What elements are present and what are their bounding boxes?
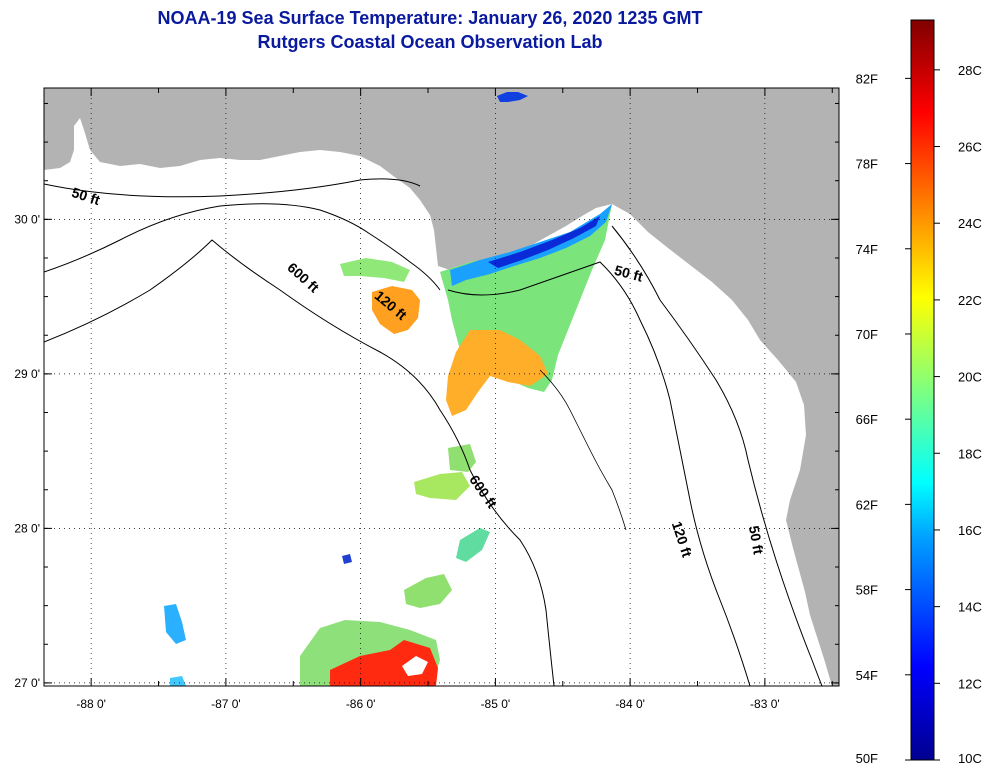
colorbar-c-label: 26C (958, 140, 982, 155)
lon-tick-label: -84 0' (615, 697, 645, 711)
colorbar-c-label: 12C (958, 676, 982, 691)
lon-tick-label: -87 0' (211, 697, 241, 711)
colorbar-c-label: 28C (958, 63, 982, 78)
land-mass (44, 88, 839, 686)
sst-patch-600 (414, 472, 470, 500)
lon-tick-label: -88 0' (76, 697, 106, 711)
colorbar-f-label: 50F (856, 751, 878, 766)
lat-tick-label: 28 0' (14, 521, 40, 535)
map-title: NOAA-19 Sea Surface Temperature: January… (157, 8, 703, 28)
lat-tick-label: 27 0' (14, 676, 40, 690)
colorbar-c-label: 18C (958, 446, 982, 461)
colorbar-c-label: 24C (958, 216, 982, 231)
contour-50ft-west (44, 178, 421, 198)
contour-120ft-east (447, 261, 751, 686)
bay (70, 168, 170, 186)
colorbar-f-label: 74F (856, 242, 878, 257)
sst-patch-warm-core (446, 330, 548, 416)
map-frame (43, 87, 840, 687)
contour-600ft (44, 239, 555, 686)
map-subtitle: Rutgers Coastal Ocean Observation Lab (257, 32, 603, 52)
contour-label: 50 ft (613, 262, 645, 285)
colorbar-f-label: 58F (856, 583, 878, 598)
colorbar-f-label: 62F (856, 497, 878, 512)
colorbar-c-label: 20C (958, 370, 982, 385)
colorbar-ramp (910, 19, 935, 761)
sst-patch-coastal-cool (450, 204, 612, 286)
colorbar-f-label: 82F (856, 71, 878, 86)
colorbar-f-label: 78F (856, 157, 878, 172)
sst-patch-south-hole (402, 656, 428, 676)
colorbar-c-label: 22C (958, 293, 982, 308)
contour-label: 50 ft (746, 524, 767, 555)
colorbar-f-label: 70F (856, 327, 878, 342)
lat-tick-label: 30 0' (14, 212, 40, 226)
colorbar-celsius-labels: 28C 26C 24C 22C 20C 18C 16C 14C 12C 10C (934, 63, 982, 766)
sst-patch-south-strip (456, 528, 490, 562)
contour-50ft-east (611, 225, 823, 686)
lon-tick-label: -83 0' (750, 697, 780, 711)
lon-tick-label: -85 0' (481, 697, 511, 711)
colorbar-c-label: 14C (958, 600, 982, 615)
sst-patch-sw2 (170, 676, 186, 686)
lake-patch (497, 92, 528, 102)
colorbar: 82F 78F 74F 70F 66F 62F 58F 54F 50F 28C 26C 24C 22C… (856, 19, 982, 766)
isobath-contours (44, 178, 823, 686)
axis-ticks: -88 0' -87 0' -86 0' -85 0' -84 0' -83 0' 30 0… (14, 88, 839, 711)
sst-data-layer (164, 204, 612, 686)
colorbar-fahrenheit-labels: 82F 78F 74F 70F 66F 62F 58F 54F 50F (856, 71, 911, 766)
sst-patch-sw (164, 604, 186, 644)
colorbar-c-label: 10C (958, 751, 982, 766)
sst-patch-west (372, 286, 420, 334)
colorbar-c-label: 16C (958, 523, 982, 538)
sst-patch-coastal-cold (488, 216, 600, 268)
colorbar-f-label: 54F (856, 668, 878, 683)
map-panel: -88 0' -87 0' -86 0' -85 0' -84 0' -83 0' 30 0… (14, 87, 840, 711)
lon-tick-label: -86 0' (346, 697, 376, 711)
lat-tick-label: 29 0' (14, 367, 40, 381)
sst-patch-mid (448, 444, 476, 472)
sst-patch-west-cool (340, 258, 410, 282)
sst-patch-south-mid (404, 574, 452, 608)
sst-patch-dot1 (342, 554, 352, 564)
colorbar-f-label: 66F (856, 412, 878, 427)
contour-120ft-west (44, 203, 441, 291)
contour-coast-wiggle (539, 369, 627, 531)
